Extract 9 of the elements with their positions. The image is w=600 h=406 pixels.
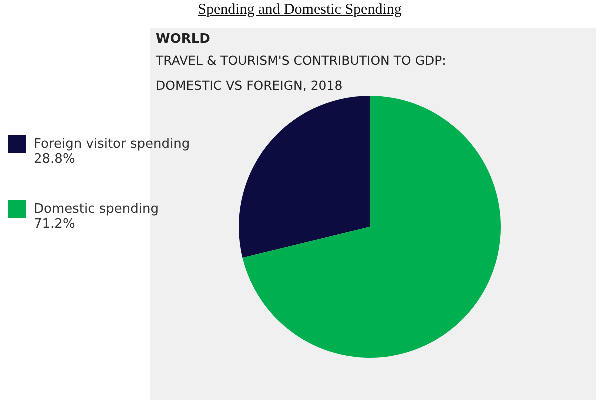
legend-label: Foreign visitor spending bbox=[34, 137, 190, 152]
data-label: 71.2% bbox=[34, 217, 76, 232]
legend-label: Domestic spending bbox=[34, 202, 160, 217]
chart-subtitle: TRAVEL & TOURISM'S CONTRIBUTION TO GDP: DOMESTIC VS FOREIGN, 2018 bbox=[156, 52, 448, 95]
pie-slice bbox=[242, 96, 501, 358]
text: Spending and Domestic Spending bbox=[197, 2, 403, 19]
chart-title: WORLD bbox=[156, 32, 210, 47]
pie-slice bbox=[239, 96, 370, 258]
data-label: 28.8% bbox=[34, 152, 76, 167]
